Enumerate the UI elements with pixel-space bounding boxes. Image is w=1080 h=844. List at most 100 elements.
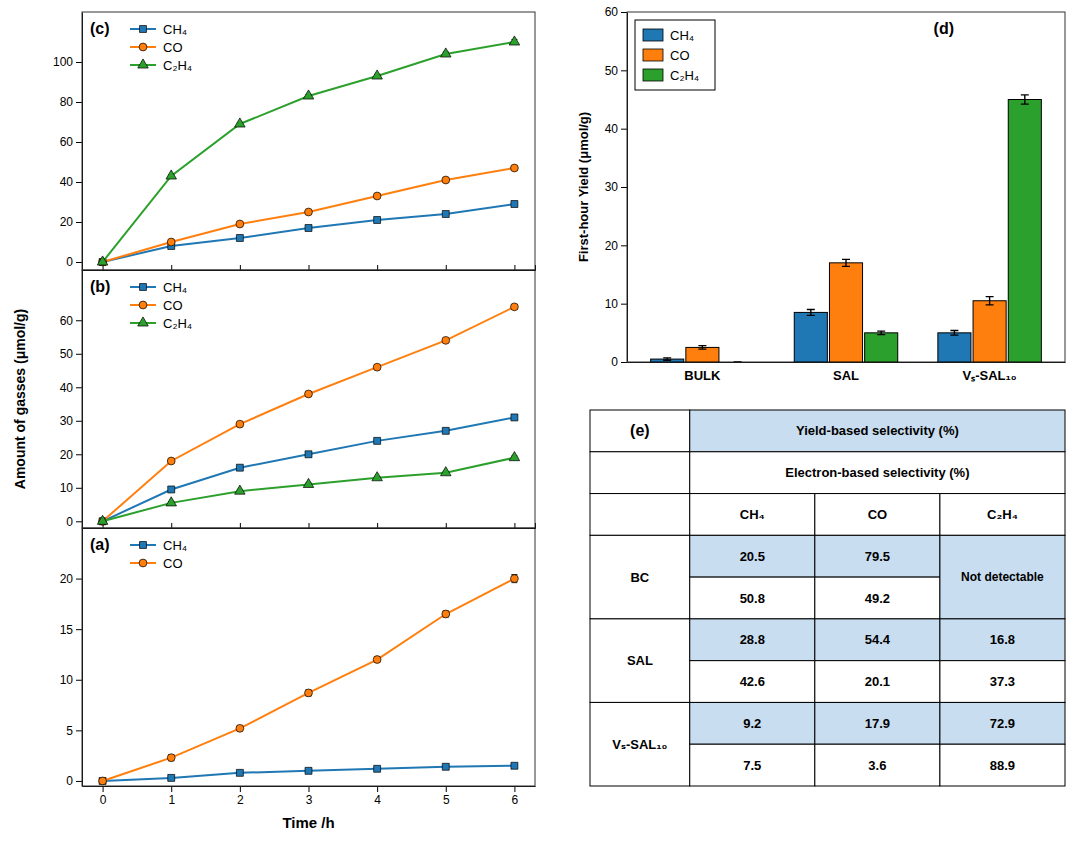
legend-item: CO: [130, 556, 183, 571]
axis: 020406080100: [53, 13, 83, 271]
table-cell: [690, 661, 815, 703]
tick: [514, 265, 515, 270]
table-cell: [690, 494, 815, 536]
tick: [240, 265, 241, 270]
table-cell: [590, 452, 690, 494]
point: [303, 90, 314, 99]
tick-label: 5: [66, 724, 73, 738]
tick: 40: [605, 122, 627, 136]
point: [236, 769, 243, 776]
tick-label: 0: [66, 255, 73, 269]
tick-label: 60: [60, 314, 74, 328]
table-cell: [590, 494, 690, 536]
table-text: 49.2: [865, 591, 890, 606]
point: [167, 457, 175, 465]
point: [236, 220, 244, 228]
tick-mark: [76, 730, 82, 731]
tick-label: 60: [605, 5, 619, 19]
series-line: [103, 417, 515, 521]
table-cell: [940, 702, 1065, 744]
axis: 0102030405060: [605, 5, 628, 369]
tick: 2: [237, 786, 244, 807]
point: [374, 217, 381, 224]
table-text: CH₄: [740, 507, 765, 522]
tick-label: 4: [374, 793, 381, 807]
tick: 15: [60, 623, 82, 637]
legend-marker: [140, 26, 147, 33]
tick-mark: [446, 786, 447, 792]
tick: 100: [53, 55, 82, 69]
tick-label: 20: [60, 448, 74, 462]
table: (e)Yield-based selectivity (%)Electron-b…: [590, 410, 1065, 786]
legend-item: CO: [130, 40, 183, 55]
plot-area: [97, 36, 519, 266]
tick-mark: [76, 222, 82, 223]
table-text: 37.3: [990, 674, 1015, 689]
tick: [309, 523, 310, 528]
point: [305, 689, 313, 697]
plot-frame: [82, 528, 535, 786]
legend-label: CH₄: [163, 280, 187, 295]
tick-label: 1: [168, 793, 175, 807]
tick-mark: [76, 579, 82, 580]
series-line: [103, 458, 515, 522]
legend-item: C₂H₄: [130, 58, 192, 73]
tick: 20: [605, 239, 627, 253]
point: [168, 486, 175, 493]
point: [305, 767, 312, 774]
table-cell: [590, 702, 690, 786]
table-text: 17.9: [865, 716, 890, 731]
tick: 5: [66, 724, 82, 738]
tick-mark: [621, 129, 627, 130]
tick-label: 80: [60, 95, 74, 109]
tick-mark: [514, 786, 515, 792]
table-cell: [815, 661, 940, 703]
error-bar: [698, 346, 706, 350]
error-bar: [807, 310, 815, 316]
error-bar: [950, 331, 958, 336]
tick: 0: [66, 774, 82, 788]
point: [511, 762, 518, 769]
table-text: SAL: [627, 653, 653, 668]
table-text: (e): [630, 422, 650, 439]
table-cell: [690, 410, 1065, 452]
tick-mark: [377, 523, 378, 528]
legend: CH₄COC₂H₄: [130, 22, 192, 73]
plot-area: [99, 575, 519, 785]
tick-mark: [309, 523, 310, 528]
legend-marker: [140, 542, 147, 549]
point: [97, 515, 108, 524]
legend-item: CH₄: [130, 280, 187, 295]
legend-item: C₂H₄: [130, 316, 192, 331]
tick-label: 40: [60, 175, 74, 189]
error-bar: [1021, 95, 1029, 104]
tick-mark: [240, 265, 241, 270]
legend-label: C₂H₄: [670, 68, 699, 83]
table-cell: [815, 744, 940, 786]
point: [442, 336, 450, 344]
tick-label: BULK: [684, 368, 721, 383]
bar: [721, 362, 754, 363]
point: [442, 176, 450, 184]
tick-label: SAL: [833, 368, 859, 383]
table-text: 20.5: [740, 549, 765, 564]
table-text: 3.6: [868, 758, 886, 773]
legend-item: CH₄: [643, 28, 694, 43]
error-bar: [306, 690, 312, 696]
point: [442, 211, 449, 218]
tick: 40: [60, 175, 82, 189]
line-panel: 0102030405060(b)CH₄COC₂H₄Amount of gasse…: [12, 270, 536, 529]
tick-mark: [76, 142, 82, 143]
table-text: Electron-based selectivity (%): [785, 465, 969, 480]
tick-mark: [309, 265, 310, 270]
table-cell: [815, 702, 940, 744]
tick-mark: [621, 70, 627, 71]
tick-mark: [309, 786, 310, 792]
tick-mark: [171, 523, 172, 528]
figure: 012345605101520(a)CH₄COTime /h0102030405…: [0, 0, 1080, 844]
point: [166, 497, 177, 506]
legend-swatch: [643, 69, 663, 81]
tick: 20: [60, 448, 82, 462]
tick-label: 50: [605, 64, 619, 78]
point: [167, 754, 175, 762]
